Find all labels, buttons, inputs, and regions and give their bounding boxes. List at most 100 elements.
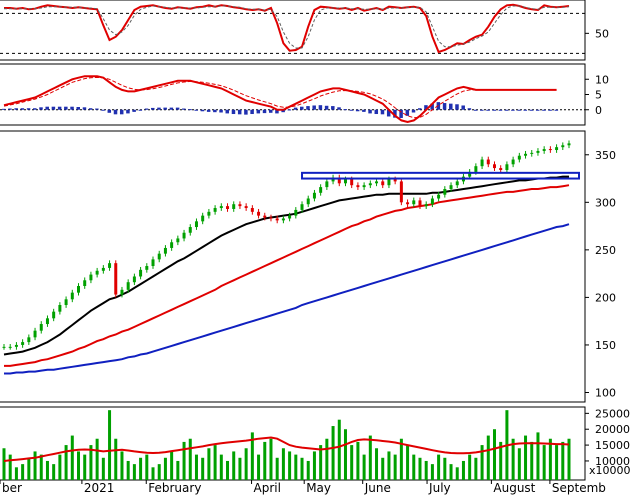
macd-histogram-bar <box>119 109 124 115</box>
price-candle <box>207 211 211 216</box>
price-candle <box>517 155 521 160</box>
price-candle <box>542 149 546 151</box>
volume-bar <box>486 435 490 480</box>
volume-bar <box>455 467 459 480</box>
price-candle <box>263 215 267 218</box>
macd-histogram-bar <box>535 109 540 111</box>
stochastic-tick-label: 50 <box>595 27 609 40</box>
price-candle <box>120 289 124 295</box>
price-candle <box>52 311 56 319</box>
volume-bar <box>52 464 56 480</box>
macd-histogram-bar <box>194 109 198 111</box>
volume-ma-line <box>3 436 570 462</box>
volume-bar <box>418 457 422 480</box>
volume-bar <box>126 460 130 480</box>
x-axis-label: ber <box>2 481 22 495</box>
macd-histogram-bar <box>461 105 465 110</box>
macd-histogram-bar <box>169 107 174 110</box>
price-candle <box>89 274 93 281</box>
price-candle <box>139 269 143 277</box>
price-candle <box>170 242 174 248</box>
volume-bar <box>269 438 273 480</box>
price-candle <box>145 266 149 270</box>
price-candle <box>443 189 447 195</box>
macd-histogram-bar <box>45 106 49 110</box>
volume-bar <box>306 460 310 480</box>
volume-tick-label: 20000 <box>595 423 630 436</box>
price-candle <box>486 159 490 165</box>
volume-bar <box>548 438 552 480</box>
macd-histogram-bar <box>362 109 366 112</box>
macd-histogram-bar <box>399 109 403 118</box>
price-candle <box>474 166 478 172</box>
price-candle <box>275 218 279 221</box>
macd-histogram-bar <box>473 109 478 111</box>
price-candle <box>70 292 74 300</box>
price-candle <box>64 299 68 306</box>
macd-histogram-bar <box>206 109 211 112</box>
volume-bar <box>207 448 211 480</box>
volume-bar <box>33 451 37 480</box>
volume-bar <box>45 460 49 480</box>
price-candle <box>356 185 360 188</box>
price-candle <box>39 324 43 331</box>
macd-histogram-bar <box>486 109 490 111</box>
volume-bar <box>132 464 136 480</box>
volume-bar <box>406 445 410 480</box>
macd-histogram-bar <box>175 107 180 110</box>
price-candle <box>232 204 236 209</box>
volume-bar <box>163 457 167 480</box>
price-candle <box>530 152 534 154</box>
volume-bar <box>27 457 31 480</box>
volume-bar <box>263 441 267 480</box>
price-candle <box>108 263 112 268</box>
macd-histogram-bar <box>2 108 6 110</box>
volume-tick-label: 10000 <box>595 455 630 468</box>
price-candle <box>250 208 254 212</box>
price-candle <box>58 305 62 312</box>
volume-bar <box>95 438 99 480</box>
price-candle <box>511 159 515 165</box>
macd-histogram-bar <box>411 109 416 113</box>
volume-bar <box>331 426 335 480</box>
macd-histogram-bar <box>281 109 285 113</box>
volume-tick-label: 15000 <box>595 439 630 452</box>
volume-bar <box>8 454 12 480</box>
volume-bar <box>524 435 528 480</box>
volume-bar <box>21 464 25 480</box>
volume-bar <box>430 464 434 480</box>
macd-tick-label: 0 <box>595 104 602 117</box>
x-axis-label: April <box>254 481 281 495</box>
price-candle <box>368 183 372 186</box>
price-candle <box>306 198 310 205</box>
volume-bar <box>194 454 198 480</box>
macd-histogram-bar <box>318 105 323 110</box>
macd-histogram-bar <box>126 109 130 114</box>
volume-bar <box>114 438 118 480</box>
macd-histogram-bar <box>268 109 273 113</box>
price-candle <box>83 280 87 286</box>
price-candle <box>281 218 285 221</box>
macd-histogram-bar <box>386 109 391 117</box>
macd-histogram-bar <box>101 109 105 111</box>
price-candle <box>524 153 528 156</box>
price-candle <box>455 181 459 186</box>
axis-ticks: 5010501001502002503003502500020000150001… <box>585 27 631 477</box>
macd-histogram-bar <box>293 107 298 110</box>
price-tick-label: 300 <box>595 196 616 209</box>
price-candle <box>157 253 161 260</box>
macd-histogram-bar <box>455 104 459 110</box>
price-candle <box>536 150 540 153</box>
macd-histogram-bar <box>548 109 552 111</box>
price-candle <box>350 179 354 186</box>
price-candle <box>213 208 217 212</box>
price-candle <box>21 342 25 345</box>
price-candle <box>561 145 565 148</box>
price-candle <box>95 270 99 275</box>
macd-histogram-bar <box>57 106 62 110</box>
price-candle <box>430 198 434 205</box>
volume-bar <box>294 454 298 480</box>
macd-histogram-bar <box>82 107 87 110</box>
price-candle <box>114 263 118 295</box>
volume-bar <box>480 445 484 480</box>
